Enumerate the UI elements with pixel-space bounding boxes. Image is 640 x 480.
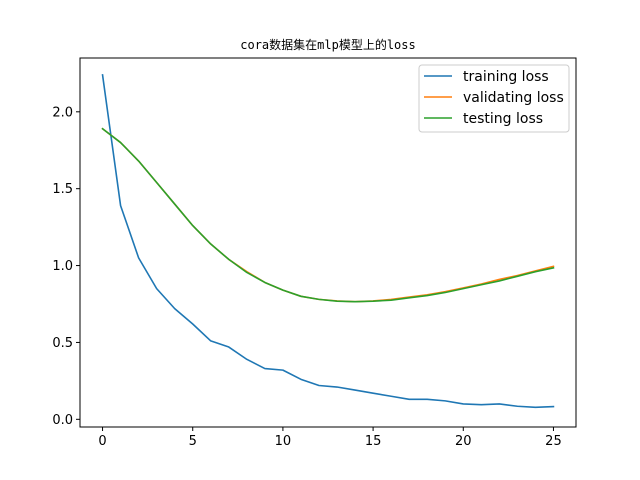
legend-label: training loss [463, 69, 549, 85]
legend: training loss validating loss testing loss [418, 64, 570, 133]
x-tick-label: 5 [189, 434, 197, 449]
y-tick-label: 0.5 [52, 336, 73, 351]
series-line-training-loss [101, 74, 555, 409]
x-tick-label: 10 [275, 434, 292, 449]
y-axis: 0.0 0.5 1.0 1.5 2.0 [52, 105, 80, 428]
series-line-testing-loss [101, 127, 555, 303]
chart-title: cora数据集在mlp模型上的loss [240, 37, 415, 52]
legend-label: validating loss [463, 90, 564, 106]
y-tick-label: 2.0 [52, 105, 73, 120]
x-tick-label: 20 [455, 434, 472, 449]
legend-box [418, 64, 570, 133]
y-tick-label: 0.0 [52, 413, 73, 428]
x-axis: 0 5 10 15 20 25 [98, 427, 562, 449]
legend-label: testing loss [463, 111, 543, 127]
y-tick-label: 1.0 [52, 259, 73, 274]
x-tick-label: 0 [98, 434, 106, 449]
x-tick-label: 15 [365, 434, 382, 449]
x-tick-label: 25 [545, 434, 562, 449]
series-lines [101, 74, 555, 409]
y-tick-label: 1.5 [52, 182, 73, 197]
